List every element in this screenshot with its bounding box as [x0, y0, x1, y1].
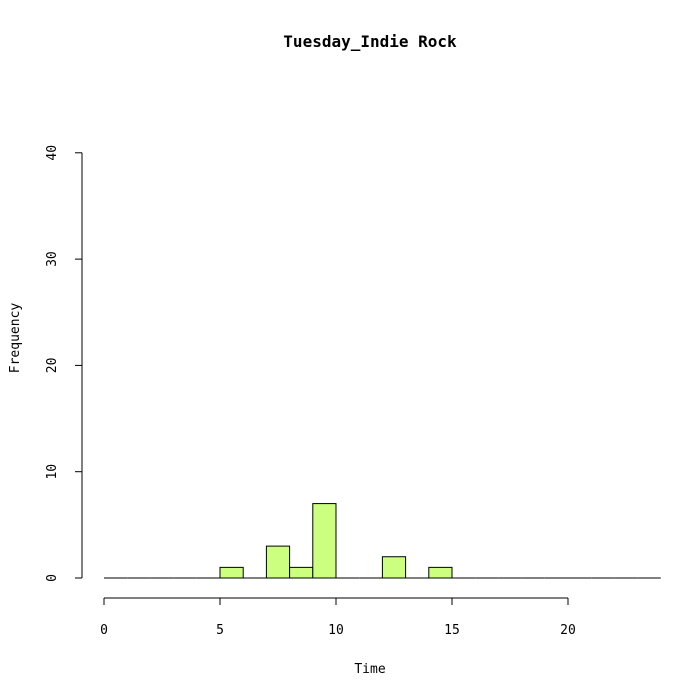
histogram-bar — [289, 566, 314, 579]
x-tick-label: 0 — [100, 623, 108, 638]
x-axis-label: Time — [354, 662, 385, 677]
x-axis: 0 5 10 15 20 — [100, 597, 576, 638]
y-axis: 0 10 20 30 40 — [45, 145, 83, 582]
x-tick-label: 20 — [560, 623, 576, 638]
y-tick-label: 20 — [45, 358, 60, 374]
y-tick-label: 0 — [45, 574, 60, 582]
y-tick-label: 10 — [45, 464, 60, 480]
y-tick-label: 40 — [45, 145, 60, 161]
x-tick-label: 10 — [328, 623, 344, 638]
histogram-bar — [219, 566, 244, 579]
histogram-bar — [265, 545, 291, 579]
y-tick-label: 30 — [45, 251, 60, 267]
x-tick-label: 5 — [216, 623, 224, 638]
x-tick-label: 15 — [444, 623, 460, 638]
histogram-bar — [428, 566, 453, 579]
y-axis-label: Frequency — [8, 303, 23, 374]
histogram-bar — [312, 503, 337, 579]
histogram-bar — [381, 556, 407, 579]
chart-title: Tuesday_Indie Rock — [283, 32, 457, 51]
bars — [104, 503, 661, 579]
